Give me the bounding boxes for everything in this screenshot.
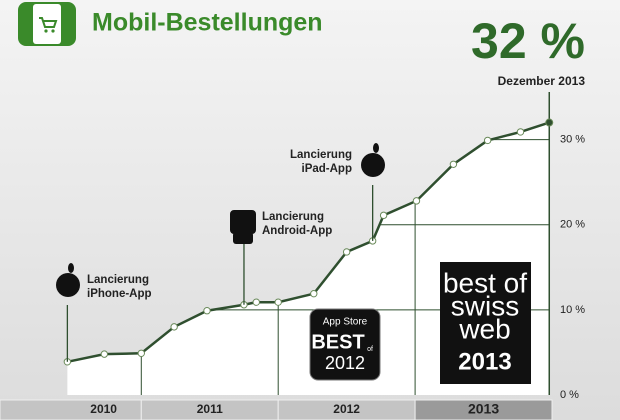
point bbox=[545, 118, 554, 127]
area bbox=[67, 122, 550, 396]
badge-text: 2012 bbox=[325, 353, 365, 373]
point bbox=[137, 349, 145, 357]
year-label: 2013 bbox=[468, 401, 499, 417]
badge-text: BEST bbox=[311, 331, 364, 353]
y-tick-label: 10 % bbox=[560, 304, 585, 316]
year-label: 2011 bbox=[197, 402, 223, 416]
phone-icon bbox=[18, 2, 76, 46]
badge-text: App Store bbox=[323, 317, 368, 328]
apple-icon bbox=[361, 153, 385, 177]
badge bbox=[440, 262, 531, 384]
year-band bbox=[414, 399, 553, 420]
point bbox=[252, 298, 260, 306]
badge-text: 2013 bbox=[458, 348, 511, 375]
annotation-text: iPhone-App bbox=[87, 288, 152, 300]
point bbox=[449, 160, 458, 168]
point bbox=[310, 289, 318, 298]
year-label: 2010 bbox=[90, 402, 117, 416]
year-label: 2012 bbox=[333, 402, 360, 416]
apple-icon bbox=[56, 273, 80, 297]
headline-value: 32 % bbox=[471, 13, 585, 69]
annotation-text: Lancierung bbox=[290, 149, 352, 161]
point bbox=[516, 128, 525, 136]
annotation-text: iPad-App bbox=[302, 163, 352, 175]
y-tick-label: 30 % bbox=[560, 133, 585, 145]
y-tick-label: 20 % bbox=[560, 219, 585, 231]
badge bbox=[309, 308, 381, 381]
year-band bbox=[0, 399, 142, 420]
annotation-text: Lancierung bbox=[87, 274, 149, 286]
point bbox=[379, 211, 388, 220]
chart-title: Mobil-Bestellungen bbox=[92, 9, 323, 37]
point bbox=[274, 298, 282, 306]
android-icon bbox=[233, 232, 253, 244]
apple-icon bbox=[373, 143, 379, 153]
annotation-text: Lancierung bbox=[262, 211, 324, 223]
android-icon bbox=[230, 210, 256, 234]
y-tick-label: 0 % bbox=[560, 389, 579, 401]
badge-text: best of bbox=[443, 267, 527, 298]
point bbox=[203, 307, 211, 315]
badge-text: of bbox=[367, 346, 373, 353]
apple-icon bbox=[68, 263, 74, 273]
annotation-text: Android-App bbox=[262, 225, 332, 237]
point bbox=[342, 248, 351, 256]
plot: 0 % 10 % 20 % 30 % Lancierung iPhone-App Lanci… bbox=[0, 92, 585, 420]
point bbox=[170, 323, 178, 331]
point bbox=[100, 350, 109, 358]
badge-text: web bbox=[458, 313, 510, 344]
point bbox=[412, 197, 421, 205]
badge-text: swiss bbox=[451, 290, 519, 321]
point bbox=[483, 136, 492, 145]
subtitle: Dezember 2013 bbox=[498, 74, 586, 88]
